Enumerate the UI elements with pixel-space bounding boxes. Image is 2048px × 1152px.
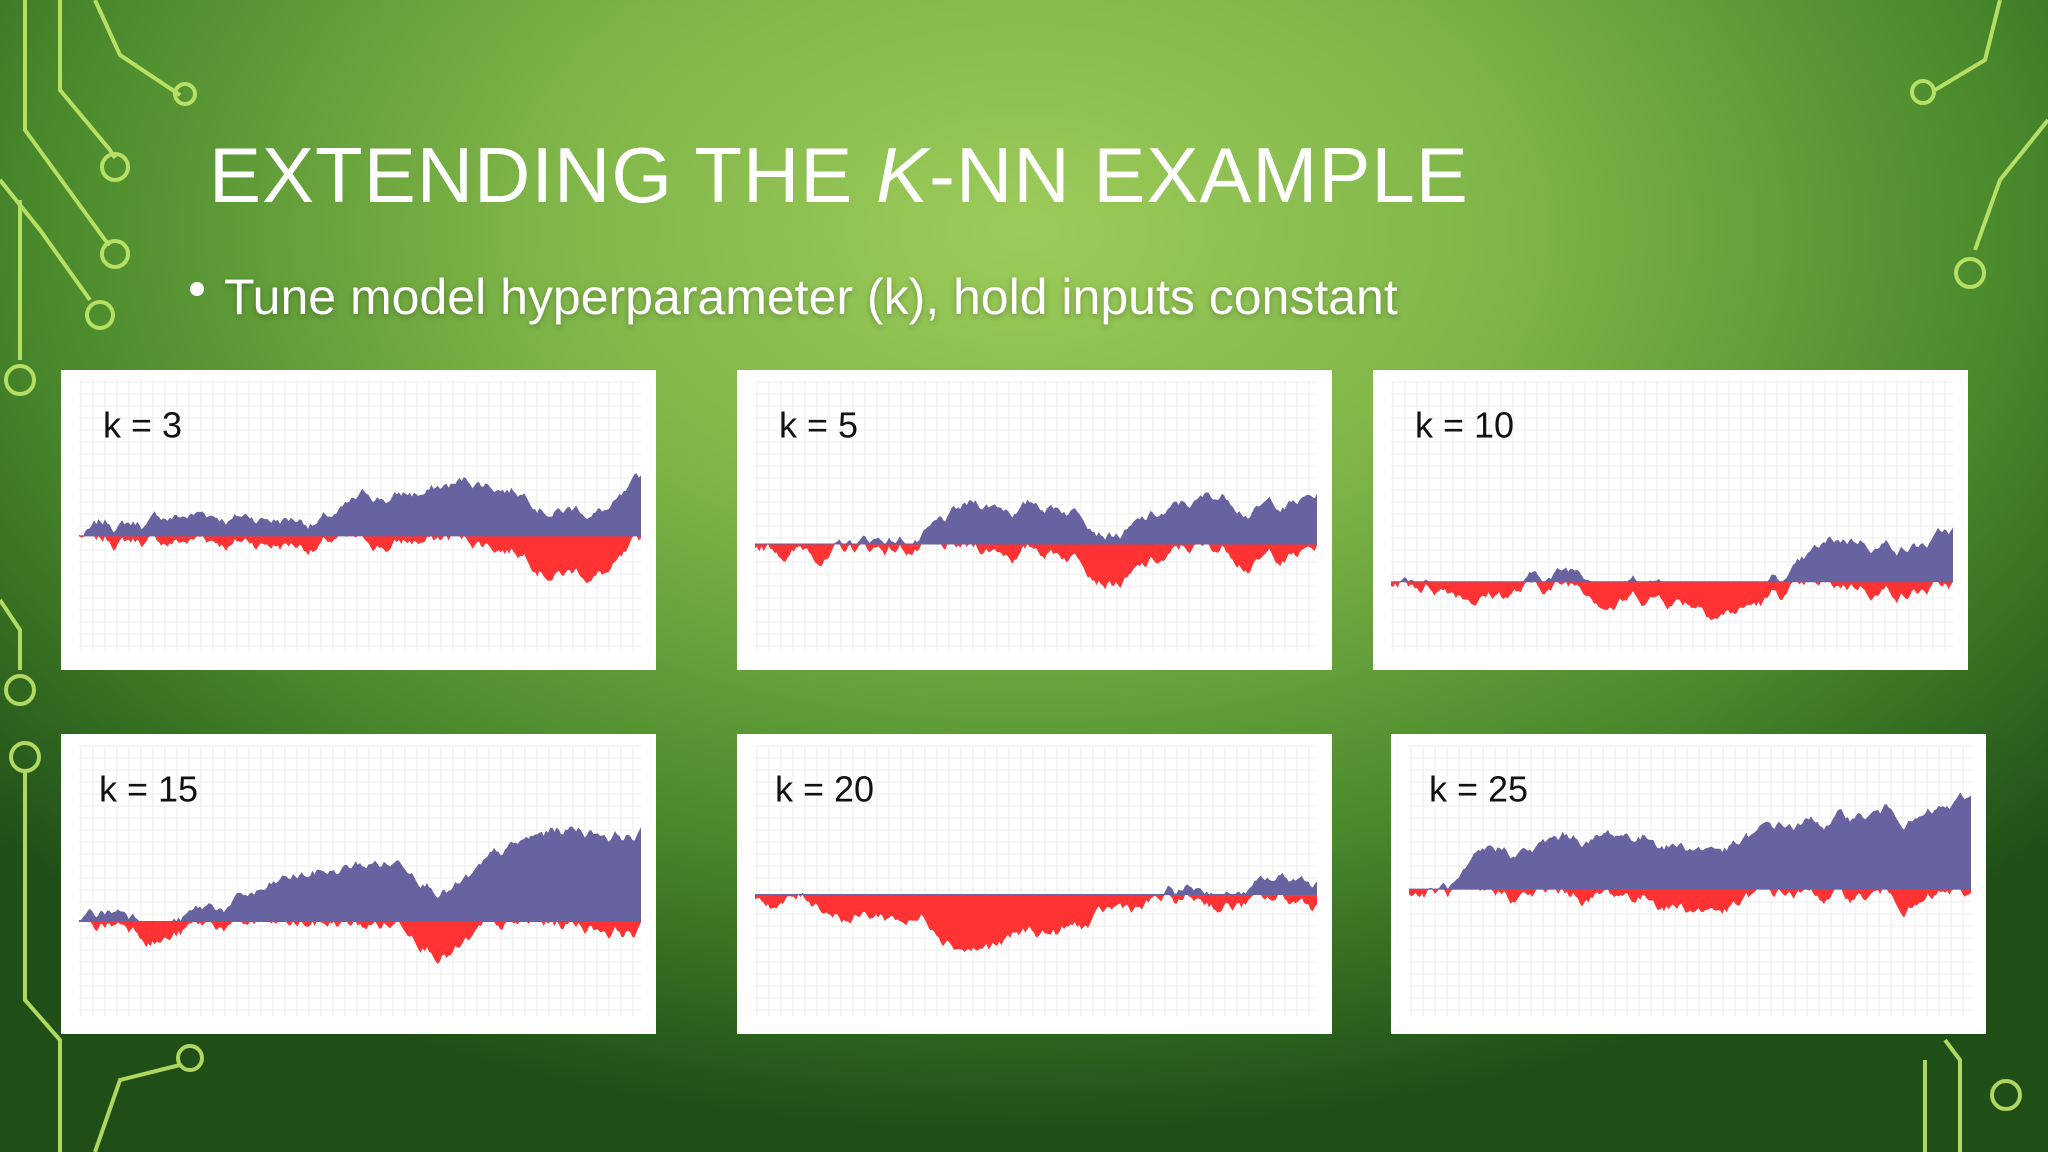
panel-label: k = 3 [103,405,182,446]
slide-title: EXTENDING THE K-NN EXAMPLE [209,130,1469,221]
chart-image: k = 25 [1391,734,1986,1034]
drawdown-area [1409,889,1971,918]
chart-image: k = 5 [737,370,1332,670]
panel-label: k = 5 [779,405,858,446]
panel-background [737,734,1332,1034]
chart-image: k = 15 [61,734,656,1034]
title-text: -NN EXAMPLE [929,131,1469,219]
equity-area [755,492,1317,544]
equity-area [1409,792,1971,890]
panel-label: k = 25 [1429,769,1528,810]
bullet-text: Tune model hyperparameter (k), hold inpu… [224,269,1398,325]
panel-label: k = 10 [1415,405,1514,446]
equity-area [79,826,641,922]
title-italic: K [875,131,930,219]
panel-background [1373,370,1968,670]
drawdown-area [79,535,641,584]
bullet-dot [190,282,204,296]
drawdown-area [1391,581,1953,621]
panel-label: k = 15 [99,769,198,810]
chart-image: k = 3 [61,370,656,670]
equity-area [1391,527,1953,582]
bullet-item: Tune model hyperparameter (k), hold inpu… [190,268,1398,326]
drawdown-area [755,544,1317,590]
chart-image: k = 20 [737,734,1332,1034]
equity-area [79,473,641,536]
title-text: EXTENDING THE [209,131,876,219]
chart-image: k = 10 [1373,370,1968,670]
equity-area [755,872,1317,895]
drawdown-area [755,894,1317,953]
panel-label: k = 20 [775,769,874,810]
drawdown-area [79,921,641,964]
